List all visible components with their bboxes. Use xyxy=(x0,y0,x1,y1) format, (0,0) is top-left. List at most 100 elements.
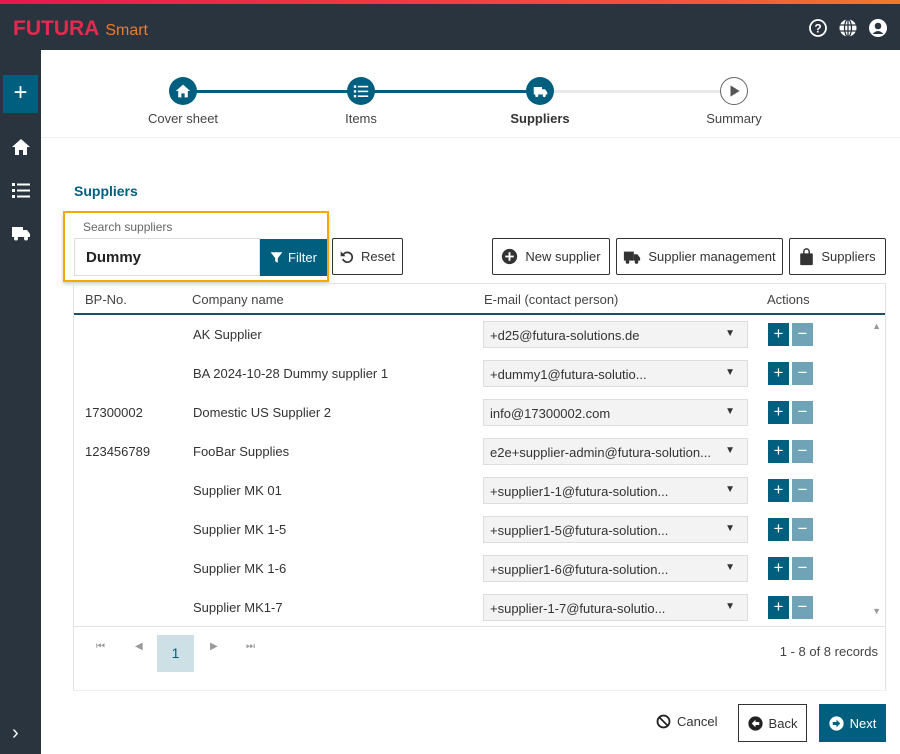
add-button[interactable]: + xyxy=(768,440,789,463)
bp-no: 123456789 xyxy=(85,444,151,459)
svg-text:?: ? xyxy=(814,22,821,36)
remove-button[interactable]: − xyxy=(792,362,813,385)
remove-button[interactable]: − xyxy=(792,518,813,541)
email-select[interactable]: +dummy1@futura-solutio... ▼ xyxy=(483,360,748,387)
scroll-down-arrow[interactable]: ▼ xyxy=(872,606,881,616)
table-row: Supplier MK 01 +supplier1-1@futura-solut… xyxy=(74,471,869,510)
add-button[interactable]: + xyxy=(768,479,789,502)
email-select[interactable]: +supplier1-6@futura-solution... ▼ xyxy=(483,555,748,582)
scroll-up-arrow[interactable]: ▲ xyxy=(872,321,881,331)
page-1-button[interactable]: 1 xyxy=(157,635,194,672)
column-company-name: Company name xyxy=(192,292,284,307)
filter-button[interactable]: Filter xyxy=(260,239,327,276)
dropdown-arrow-icon: ▼ xyxy=(725,406,735,417)
shopping-bag-icon xyxy=(800,247,814,265)
company-name: Domestic US Supplier 2 xyxy=(193,405,331,420)
new-supplier-button[interactable]: New supplier xyxy=(492,238,610,275)
truck-icon xyxy=(624,251,641,264)
column-email: E-mail (contact person) xyxy=(484,292,619,307)
email-select[interactable]: +supplier1-1@futura-solution... ▼ xyxy=(483,477,748,504)
expand-sidebar-button[interactable]: › xyxy=(12,722,19,744)
dropdown-arrow-icon: ▼ xyxy=(725,523,735,534)
search-group: Search suppliers Filter xyxy=(63,211,329,282)
last-page-icon[interactable]: ⏭ xyxy=(246,641,255,652)
dropdown-arrow-icon: ▼ xyxy=(725,562,735,573)
section-title: Suppliers xyxy=(74,183,138,199)
dropdown-arrow-icon: ▼ xyxy=(725,484,735,495)
help-icon[interactable]: ? xyxy=(808,18,828,38)
suppliers-table: BP-No. Company name E-mail (contact pers… xyxy=(73,283,886,691)
cancel-button[interactable]: Cancel xyxy=(656,714,717,729)
company-name: Supplier MK1-7 xyxy=(193,600,283,615)
back-button[interactable]: Back xyxy=(738,704,807,742)
table-row: BA 2024-10-28 Dummy supplier 1 +dummy1@f… xyxy=(74,354,869,393)
remove-button[interactable]: − xyxy=(792,596,813,619)
email-select[interactable]: +d25@futura-solutions.de ▼ xyxy=(483,321,748,348)
pagination: ⏮ ◀ 1 ▶ ⏭ 1 - 8 of 8 records xyxy=(74,626,885,690)
dropdown-arrow-icon: ▼ xyxy=(725,601,735,612)
search-input[interactable] xyxy=(74,238,260,276)
suppliers-button[interactable]: Suppliers xyxy=(789,238,886,275)
table-row: 123456789 FooBar Supplies e2e+supplier-a… xyxy=(74,432,869,471)
first-page-icon[interactable]: ⏮ xyxy=(96,641,105,652)
list-icon xyxy=(353,85,369,98)
home-icon[interactable] xyxy=(11,137,31,157)
reset-icon xyxy=(340,250,354,263)
supplier-management-button[interactable]: Supplier management xyxy=(616,238,783,275)
table-row: 17300002 Domestic US Supplier 2 info@173… xyxy=(74,393,869,432)
remove-button[interactable]: − xyxy=(792,323,813,346)
truck-icon[interactable] xyxy=(11,223,31,243)
add-button[interactable]: + xyxy=(768,596,789,619)
user-icon[interactable] xyxy=(868,18,888,38)
add-button[interactable]: + xyxy=(3,75,38,113)
company-name: Supplier MK 1-5 xyxy=(193,522,287,537)
step-summary[interactable]: Summary xyxy=(664,77,804,126)
remove-button[interactable]: − xyxy=(792,479,813,502)
step-cover-sheet[interactable]: Cover sheet xyxy=(113,77,253,126)
email-select[interactable]: e2e+supplier-admin@futura-solution... ▼ xyxy=(483,438,748,465)
next-page-icon[interactable]: ▶ xyxy=(210,641,218,652)
add-button[interactable]: + xyxy=(768,323,789,346)
play-icon xyxy=(730,85,740,97)
search-label: Search suppliers xyxy=(83,220,173,234)
remove-button[interactable]: − xyxy=(792,401,813,424)
email-select[interactable]: +supplier1-5@futura-solution... ▼ xyxy=(483,516,748,543)
arrow-left-circle-icon xyxy=(747,715,763,731)
dropdown-arrow-icon: ▼ xyxy=(725,445,735,456)
globe-icon[interactable] xyxy=(838,18,858,38)
step-suppliers[interactable]: Suppliers xyxy=(470,77,610,126)
email-select[interactable]: info@17300002.com ▼ xyxy=(483,399,748,426)
arrow-right-circle-icon xyxy=(829,715,844,731)
reset-button[interactable]: Reset xyxy=(332,238,403,275)
add-button[interactable]: + xyxy=(768,557,789,580)
add-button[interactable]: + xyxy=(768,518,789,541)
email-select[interactable]: +supplier-1-7@futura-solutio... ▼ xyxy=(483,594,748,621)
company-name: Supplier MK 1-6 xyxy=(193,561,287,576)
app-header: FUTURA Smart ? xyxy=(0,4,900,50)
company-name: AK Supplier xyxy=(193,327,262,342)
next-button[interactable]: Next xyxy=(819,704,886,742)
table-row: Supplier MK 1-5 +supplier1-5@futura-solu… xyxy=(74,510,869,549)
filter-icon xyxy=(270,252,283,263)
add-button[interactable]: + xyxy=(768,362,789,385)
dropdown-arrow-icon: ▼ xyxy=(725,367,735,378)
table-header: BP-No. Company name E-mail (contact pers… xyxy=(74,284,885,315)
column-bp-no: BP-No. xyxy=(85,292,127,307)
table-row: Supplier MK 1-6 +supplier1-6@futura-solu… xyxy=(74,549,869,588)
bp-no: 17300002 xyxy=(85,405,143,420)
list-icon[interactable] xyxy=(11,180,31,200)
remove-button[interactable]: − xyxy=(792,440,813,463)
prev-page-icon[interactable]: ◀ xyxy=(135,641,143,652)
truck-icon xyxy=(533,86,547,97)
dropdown-arrow-icon: ▼ xyxy=(725,328,735,339)
company-name: Supplier MK 01 xyxy=(193,483,282,498)
brand-gradient-bar xyxy=(0,0,900,4)
remove-button[interactable]: − xyxy=(792,557,813,580)
records-count: 1 - 8 of 8 records xyxy=(779,644,878,659)
ban-icon xyxy=(656,714,671,729)
step-items[interactable]: Items xyxy=(291,77,431,126)
sidebar: + › xyxy=(0,50,41,754)
add-button[interactable]: + xyxy=(768,401,789,424)
stepper: Cover sheet Items Suppliers Summary xyxy=(41,50,900,138)
column-actions: Actions xyxy=(767,292,810,307)
